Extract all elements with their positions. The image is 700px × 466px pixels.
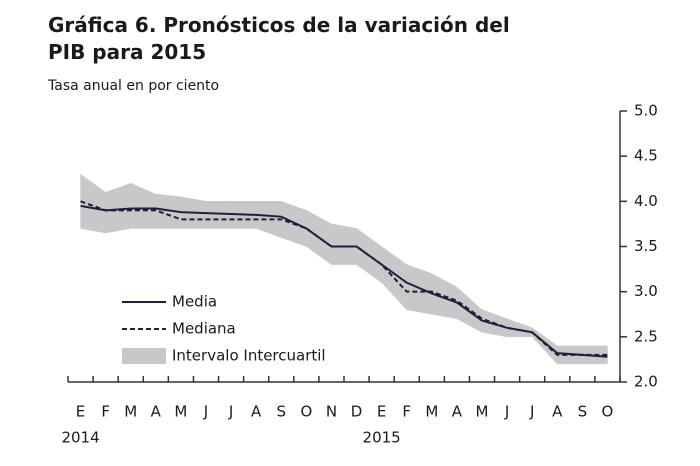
- y-tick-label: 4.5: [634, 147, 658, 165]
- legend-swatch: [122, 348, 166, 364]
- x-year-label: 2015: [363, 429, 401, 447]
- series-line: [80, 200, 608, 356]
- x-tick-label: A: [552, 403, 563, 421]
- x-tick-label: M: [425, 403, 438, 421]
- x-tick-label: A: [251, 403, 262, 421]
- x-year-label: 2014: [61, 429, 99, 447]
- legend-label: Mediana: [172, 320, 236, 338]
- x-tick-label: A: [151, 403, 162, 421]
- legend-label: Media: [172, 293, 217, 311]
- y-tick-label: 2.5: [634, 327, 658, 345]
- x-tick-label: N: [326, 403, 337, 421]
- x-tick-label: J: [504, 403, 509, 421]
- interquartile-band: [130, 182, 157, 229]
- interquartile-band: [531, 327, 558, 365]
- y-tick-label: 4.0: [634, 192, 658, 210]
- x-tick-label: J: [203, 403, 208, 421]
- x-tick-label: S: [277, 403, 287, 421]
- x-tick-label: M: [124, 403, 137, 421]
- legend-label: Intervalo Intercuartil: [172, 347, 326, 365]
- interquartile-band: [381, 246, 407, 311]
- y-tick-label: 2.0: [634, 373, 658, 391]
- x-tick-label: S: [578, 403, 588, 421]
- x-tick-label: D: [351, 403, 363, 421]
- chart-title: Gráfica 6. Pronósticos de la variación d…: [48, 13, 510, 64]
- y-tick-label: 5.0: [634, 102, 658, 120]
- y-tick-label: 3.0: [634, 282, 658, 300]
- x-tick-label: J: [228, 403, 233, 421]
- interquartile-band: [331, 223, 357, 265]
- x-tick-label: J: [529, 403, 534, 421]
- x-tick-label: O: [602, 403, 614, 421]
- x-tick-label: E: [377, 403, 386, 421]
- x-tick-label: M: [174, 403, 187, 421]
- x-tick-label: M: [476, 403, 489, 421]
- x-tick-label: E: [76, 403, 85, 421]
- interquartile-band: [406, 264, 433, 315]
- chart-subtitle: Tasa anual en por ciento: [48, 78, 220, 94]
- interquartile-band: [205, 201, 232, 229]
- x-tick-label: O: [300, 403, 312, 421]
- interquartile-band: [456, 286, 483, 333]
- y-tick-label: 3.5: [634, 237, 658, 255]
- x-tick-label: F: [402, 403, 411, 421]
- x-tick-label: A: [452, 403, 463, 421]
- x-tick-label: F: [101, 403, 110, 421]
